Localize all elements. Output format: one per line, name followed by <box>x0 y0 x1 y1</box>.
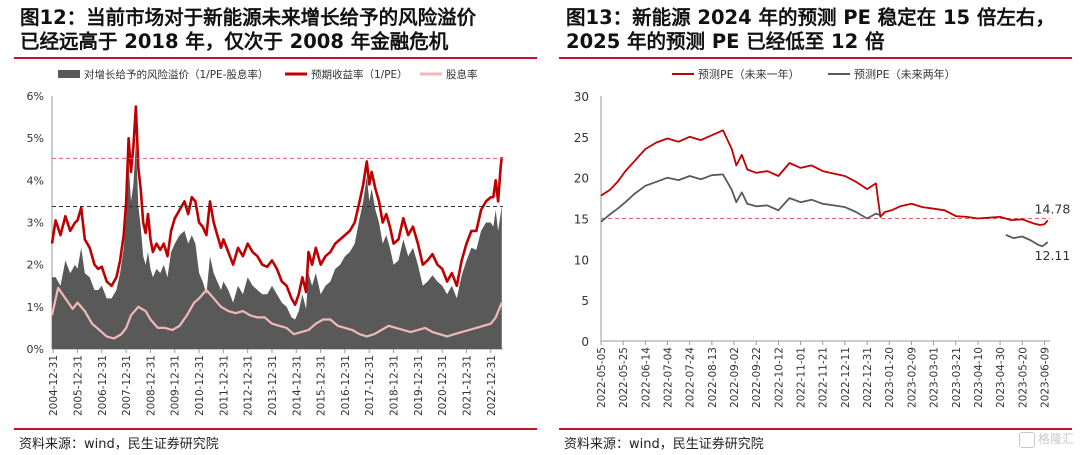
y-tick-label: 4% <box>27 174 44 187</box>
x-tick-label: 2013-12-31 <box>267 355 279 416</box>
watermark: 格隆汇 <box>1018 430 1074 448</box>
left-figure-title: 图12：当前市场对于新能源未来增长给予的风险溢价 已经远高于 2018 年，仅次… <box>20 6 535 54</box>
series-dividend-yield-line <box>50 286 503 340</box>
left-figure-panel: 图12：当前市场对于新能源未来增长给予的风险溢价 已经远高于 2018 年，仅次… <box>14 6 537 452</box>
right-title-line1: 图13：新能源 2024 年的预测 PE 稳定在 15 倍左右， <box>566 6 1055 29</box>
x-tick-label: 2016-12-31 <box>340 355 352 416</box>
x-tick-label: 2023-04-10 <box>973 347 985 408</box>
y-tick-label: 5% <box>27 132 44 145</box>
x-tick-label: 2022-07-04 <box>663 347 675 408</box>
forward-pe-chart: 预测PE（未来一年） 预测PE（未来两年） 0 5 10 15 20 25 30 2022-05-… <box>574 67 1071 408</box>
y-tick-label: 20 <box>574 172 589 186</box>
y-tick-label: 10 <box>574 253 589 267</box>
x-tick-label: 2022-12-31 <box>486 355 498 416</box>
left-title-line1: 图12：当前市场对于新能源未来增长给予的风险溢价 <box>20 6 477 29</box>
x-tick-label: 2023-01-20 <box>884 347 896 408</box>
x-tick-label: 2017-12-31 <box>364 355 376 416</box>
y-tick-label: 6% <box>27 90 44 103</box>
x-tick-label: 2023-03-01 <box>929 347 941 408</box>
series-pe-two-year-line <box>1005 233 1049 248</box>
left-top-rule <box>14 57 537 59</box>
x-tick-label: 2023-05-20 <box>1017 347 1029 408</box>
legend-swatch-area <box>58 70 80 78</box>
x-tick-label: 2005-12-31 <box>72 355 84 416</box>
risk-premium-chart: 对增长给予的风险溢价（1/PE-股息率） 预期收益率（1/PE） 股息率 0% 1% 2%… <box>27 68 504 416</box>
x-tick-label: 2004-12-31 <box>48 355 60 416</box>
y-tick-label: 0 <box>581 335 589 349</box>
x-tick-label: 2022-12-11 <box>840 347 852 408</box>
left-title-line2: 已经远高于 2018 年，仅次于 2008 年金融危机 <box>20 30 449 53</box>
y-tick-label: 15 <box>574 213 589 227</box>
right-top-rule <box>559 57 1072 59</box>
watermark-text: 格隆汇 <box>1037 432 1074 446</box>
right-bottom-rule <box>559 428 1072 430</box>
x-tick-label: 2022-11-21 <box>818 347 830 408</box>
x-tick-label: 2012-12-31 <box>243 355 255 416</box>
series-expected-return-line <box>50 105 504 306</box>
x-tick-label: 2015-12-31 <box>316 355 328 416</box>
x-tick-label: 2022-09-22 <box>751 347 763 408</box>
x-tick-label: 2023-06-09 <box>1039 347 1051 408</box>
series-pe-one-year-line <box>600 129 1049 226</box>
x-tick-label: 2023-03-21 <box>951 347 963 408</box>
right-source-note: 资料来源：wind，民生证券研究院 <box>564 437 764 452</box>
x-tick-label: 2006-12-31 <box>97 355 109 416</box>
right-figure-panel: 图13：新能源 2024 年的预测 PE 稳定在 15 倍左右， 2025 年的… <box>545 0 1080 455</box>
right-figure-title: 图13：新能源 2024 年的预测 PE 稳定在 15 倍左右， 2025 年的… <box>566 6 1080 54</box>
legend-label: 预测PE（未来一年） <box>698 67 800 81</box>
series-risk-premium-area <box>52 142 502 349</box>
x-tick-label: 2009-12-31 <box>170 355 182 416</box>
y-tick-label: 30 <box>574 90 589 104</box>
x-tick-label: 2007-12-31 <box>121 355 133 416</box>
y-tick-label: 5 <box>581 294 589 308</box>
x-tick-label: 2018-12-31 <box>389 355 401 416</box>
left-bottom-rule <box>14 428 537 430</box>
x-tick-label: 2021-12-31 <box>461 355 473 416</box>
x-tick-label: 2022-12-31 <box>862 347 874 408</box>
x-tick-label: 2022-05-25 <box>618 347 630 408</box>
x-tick-label: 2022-06-14 <box>640 347 652 408</box>
y-tick-label: 2% <box>27 259 44 272</box>
x-tick-label: 2011-12-31 <box>218 355 230 416</box>
x-tick-label: 2022-07-24 <box>685 347 697 408</box>
gelonghui-logo-icon <box>1018 431 1035 448</box>
y-tick-label: 0% <box>27 343 44 356</box>
right-title-line2: 2025 年的预测 PE 已经低至 12 倍 <box>566 30 885 53</box>
y-tick-label: 3% <box>27 217 44 230</box>
right-legend: 预测PE（未来一年） 预测PE（未来两年） <box>672 67 956 81</box>
x-tick-label: 2022-09-02 <box>729 347 741 408</box>
x-tick-label: 2022-08-13 <box>707 347 719 408</box>
left-source-note: 资料来源：wind，民生证券研究院 <box>19 437 219 452</box>
x-tick-label: 2022-10-12 <box>773 347 785 408</box>
legend-label: 股息率 <box>446 68 478 81</box>
x-tick-label: 2022-05-05 <box>596 347 608 408</box>
x-tick-label: 2010-12-31 <box>194 355 206 416</box>
y-tick-label: 25 <box>574 131 589 145</box>
x-tick-label: 2008-12-31 <box>145 355 157 416</box>
legend-label: 预测PE（未来两年） <box>854 67 956 81</box>
x-tick-label: 2022-11-01 <box>796 347 808 408</box>
x-tick-label: 2023-04-30 <box>995 347 1007 408</box>
y-tick-label: 1% <box>27 301 44 314</box>
annotation-pe-one-year: 14.78 <box>1035 201 1071 216</box>
x-tick-label: 2020-12-31 <box>437 355 449 416</box>
legend-label: 预期收益率（1/PE） <box>311 68 408 81</box>
x-tick-label: 2019-12-31 <box>413 355 425 416</box>
left-legend: 对增长给予的风险溢价（1/PE-股息率） 预期收益率（1/PE） 股息率 <box>58 68 478 81</box>
x-tick-label: 2014-12-31 <box>291 355 303 416</box>
series-pe-two-year-line <box>600 173 881 223</box>
annotation-pe-two-year: 12.11 <box>1035 248 1071 263</box>
x-tick-label: 2023-02-09 <box>906 347 918 408</box>
legend-label: 对增长给予的风险溢价（1/PE-股息率） <box>84 68 268 81</box>
